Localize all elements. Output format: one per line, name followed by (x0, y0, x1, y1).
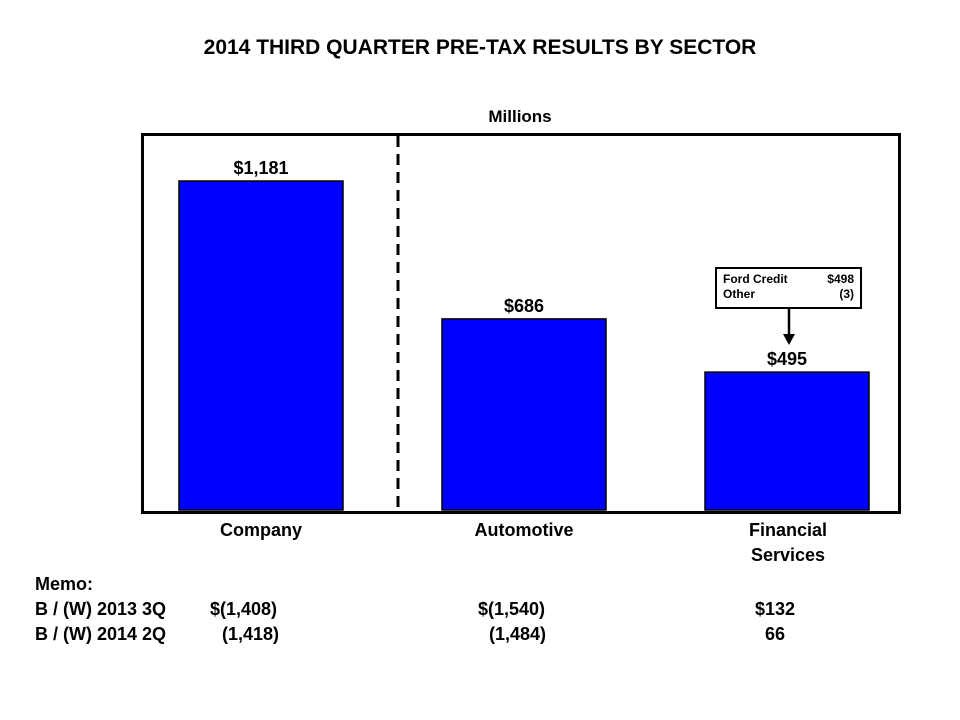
memo-automotive-value: $(1,540) (478, 599, 546, 619)
memo-financial-value: 66 (765, 624, 786, 644)
bar-financial-services (704, 371, 870, 511)
data-label-automotive: $686 (504, 296, 544, 316)
callout-value: $498 (827, 272, 854, 286)
callout-row: Ford Credit $498 (723, 272, 854, 287)
chart-frame (141, 133, 901, 514)
chart-title: 2014 THIRD QUARTER PRE-TAX RESULTS BY SE… (203, 36, 757, 59)
data-label-company: $1,181 (233, 158, 288, 178)
chart-subtitle: Millions (488, 107, 552, 126)
memo-row-label: B / (W) 2013 3Q (35, 599, 167, 619)
memo-financial-value: $132 (755, 599, 796, 619)
memo-company-value: (1,418) (222, 624, 280, 644)
category-label-company: Company (219, 520, 302, 540)
callout-label: Ford Credit (723, 272, 788, 286)
memo-company-value: $(1,408) (210, 599, 278, 619)
memo-heading: Memo: (35, 574, 93, 594)
data-label-financial-services: $495 (767, 349, 807, 369)
callout-label: Other (723, 287, 756, 301)
callout-row: Other (3) (723, 287, 854, 302)
bar-automotive (441, 318, 607, 511)
bar-company (178, 180, 344, 511)
category-label-automotive: Automotive (474, 520, 574, 540)
category-label-financial-services: Financial Services (748, 520, 828, 565)
callout-value: (3) (839, 287, 854, 301)
ford-credit-callout: Ford Credit $498 Other (3) (715, 267, 862, 309)
memo-row-label: B / (W) 2014 2Q (35, 624, 167, 644)
callout-arrow-head (783, 334, 795, 345)
memo-automotive-value: (1,484) (489, 624, 547, 644)
